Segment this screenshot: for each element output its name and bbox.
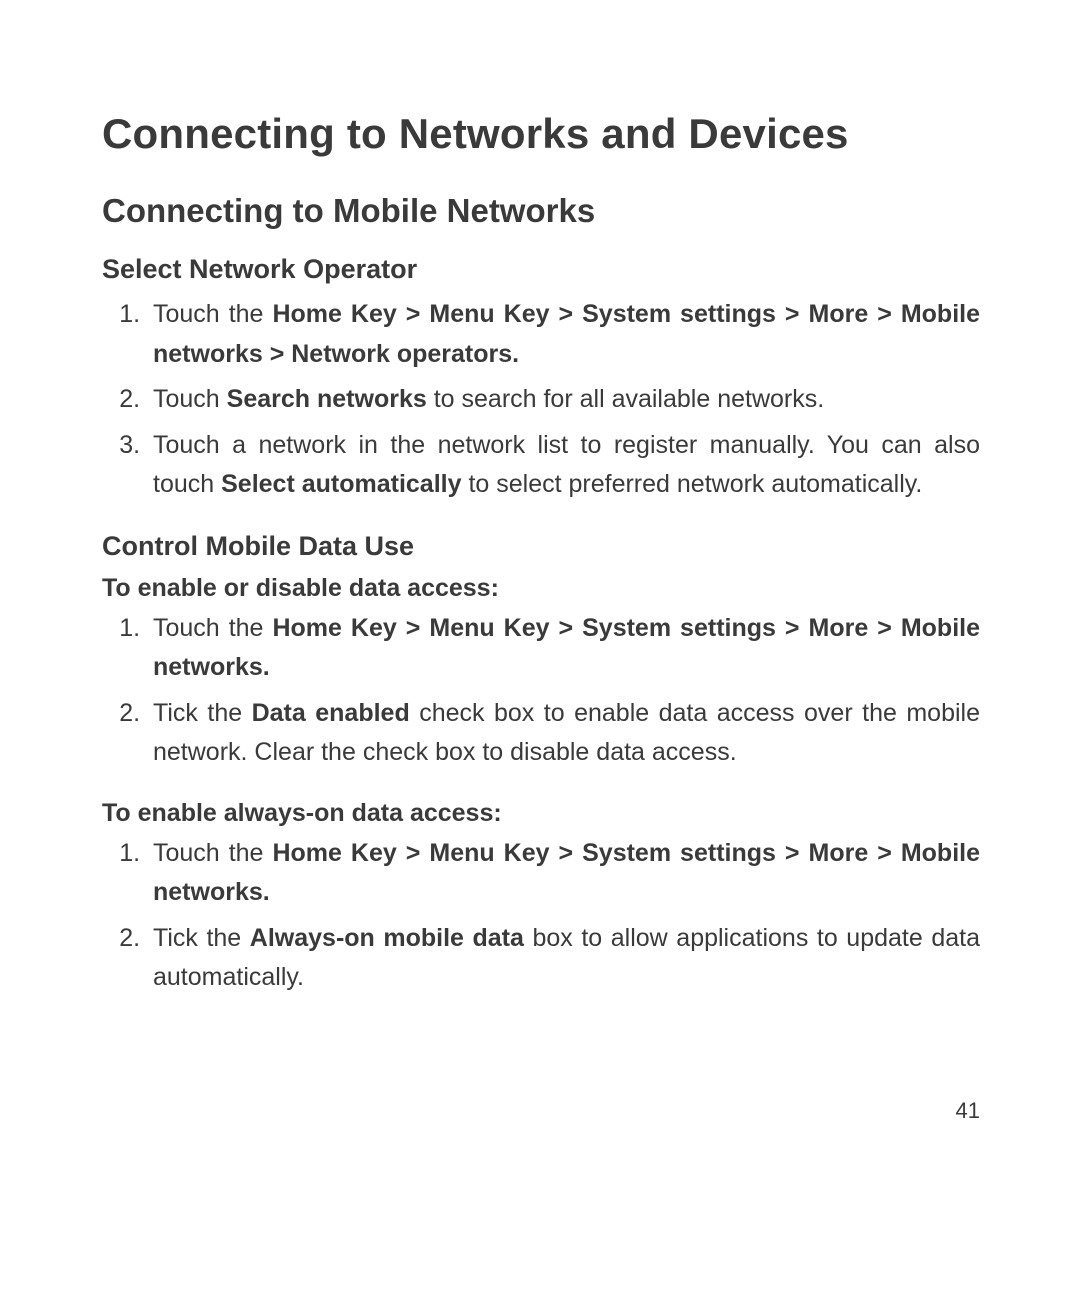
ordered-list-enable-disable: Touch the Home Key > Menu Key > System s… [102, 609, 980, 773]
page-number: 41 [956, 1098, 980, 1124]
list-text: Tick the [153, 924, 250, 952]
list-text-bold: Always-on mobile data [250, 924, 524, 952]
list-text: Touch the [153, 614, 272, 642]
list-text-bold: Data enabled [252, 699, 410, 727]
list-text: Touch the [153, 300, 272, 328]
list-text-bold: Select automatically [221, 470, 461, 498]
list-item: Touch the Home Key > Menu Key > System s… [147, 295, 980, 374]
list-text: to select preferred network automaticall… [462, 470, 923, 498]
ordered-list-select-operator: Touch the Home Key > Menu Key > System s… [102, 295, 980, 505]
document-page: Connecting to Networks and Devices Conne… [0, 0, 1080, 1304]
list-item: Touch the Home Key > Menu Key > System s… [147, 834, 980, 913]
list-item: Touch the Home Key > Menu Key > System s… [147, 609, 980, 688]
list-item: Tick the Always-on mobile data box to al… [147, 919, 980, 998]
subsection-heading-control-data: Control Mobile Data Use [102, 531, 980, 562]
list-item: Touch Search networks to search for all … [147, 380, 980, 420]
list-text-bold: Home Key > Menu Key > System settings > … [153, 614, 980, 682]
ordered-list-always-on: Touch the Home Key > Menu Key > System s… [102, 834, 980, 998]
list-text: Touch the [153, 839, 272, 867]
list-text-bold: Home Key > Menu Key > System settings > … [153, 300, 980, 368]
list-item: Touch a network in the network list to r… [147, 426, 980, 505]
list-text: Tick the [153, 699, 252, 727]
page-title-h1: Connecting to Networks and Devices [102, 110, 980, 158]
list-text-bold: Home Key > Menu Key > System settings > … [153, 839, 980, 907]
lead-always-on: To enable always-on data access: [102, 799, 980, 828]
list-text-bold: Search networks [227, 385, 427, 413]
subsection-heading-select-operator: Select Network Operator [102, 254, 980, 285]
list-text: Touch [153, 385, 227, 413]
section-heading-h2: Connecting to Mobile Networks [102, 192, 980, 230]
lead-enable-disable: To enable or disable data access: [102, 574, 980, 603]
list-text: to search for all available networks. [427, 385, 824, 413]
list-item: Tick the Data enabled check box to enabl… [147, 694, 980, 773]
